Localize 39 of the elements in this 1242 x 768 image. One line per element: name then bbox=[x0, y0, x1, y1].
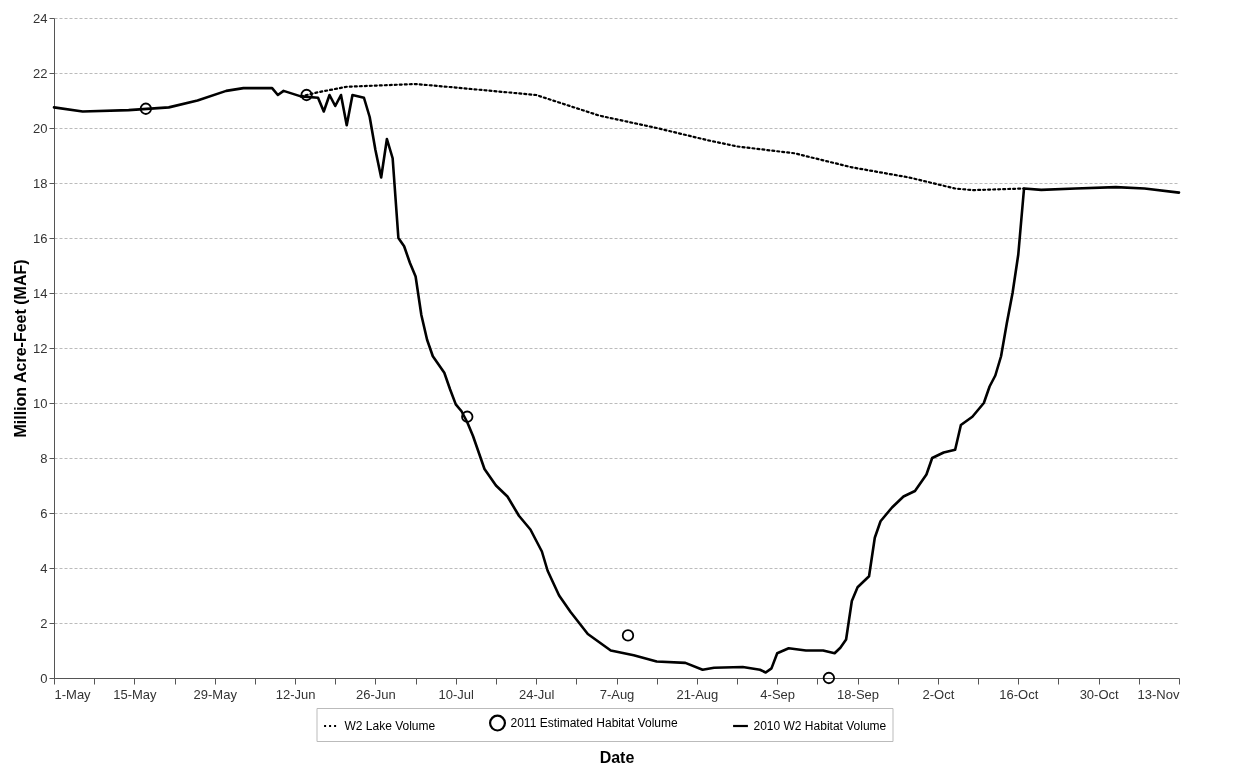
x-tick-label: 21-Aug bbox=[676, 686, 719, 702]
y-tick-label: 20 bbox=[33, 120, 48, 136]
x-tick-label: 2-Oct bbox=[922, 686, 955, 702]
y-tick-label: 12 bbox=[33, 340, 48, 356]
x-tick-label: 30-Oct bbox=[1079, 686, 1120, 702]
x-tick-label: 24-Jul bbox=[518, 686, 555, 702]
x-tick-label: 4-Sep bbox=[760, 686, 796, 702]
y-tick-label: 14 bbox=[33, 285, 48, 301]
y-tick-label: 4 bbox=[40, 560, 48, 576]
y-axis-title: Million Acre-Feet (MAF) bbox=[12, 259, 30, 438]
y-tick-label: 2 bbox=[40, 615, 48, 631]
legend-label: 2011 Estimated Habitat Volume bbox=[510, 716, 679, 731]
x-tick-label: 1-May bbox=[54, 686, 92, 702]
x-tick-label: 13-Nov bbox=[1137, 686, 1180, 702]
point bbox=[139, 102, 152, 115]
x-tick-label: 12-Jun bbox=[275, 686, 316, 702]
y-tick-label: 8 bbox=[40, 450, 48, 466]
y-tick-label: 16 bbox=[33, 230, 48, 246]
point bbox=[822, 671, 836, 685]
point bbox=[621, 629, 635, 642]
y-tick-label: 10 bbox=[33, 395, 48, 411]
x-tick-label: 16-Oct bbox=[999, 686, 1039, 702]
legend-label: 2010 W2 Habitat Volume bbox=[753, 719, 887, 733]
x-tick-label: 10-Jul bbox=[438, 686, 475, 702]
point bbox=[461, 410, 474, 423]
x-tick-label: 15-May bbox=[113, 686, 158, 702]
x-tick-label: 7-Aug bbox=[599, 686, 635, 702]
x-tick-label: 26-Jun bbox=[356, 686, 396, 702]
line-series bbox=[52, 86, 1181, 674]
x-axis-title: Date bbox=[599, 748, 635, 766]
y-tick-label: 6 bbox=[40, 505, 48, 521]
x-tick-label: 18-Sep bbox=[837, 686, 880, 702]
legend-label: W2 Lake Volume bbox=[344, 719, 436, 733]
y-tick-label: 0 bbox=[40, 670, 48, 686]
x-tick-label: 29-May bbox=[193, 686, 238, 702]
y-tick-label: 22 bbox=[33, 65, 48, 81]
point bbox=[300, 88, 313, 102]
y-tick-label: 18 bbox=[33, 175, 48, 191]
y-tick-label: 24 bbox=[33, 10, 48, 26]
